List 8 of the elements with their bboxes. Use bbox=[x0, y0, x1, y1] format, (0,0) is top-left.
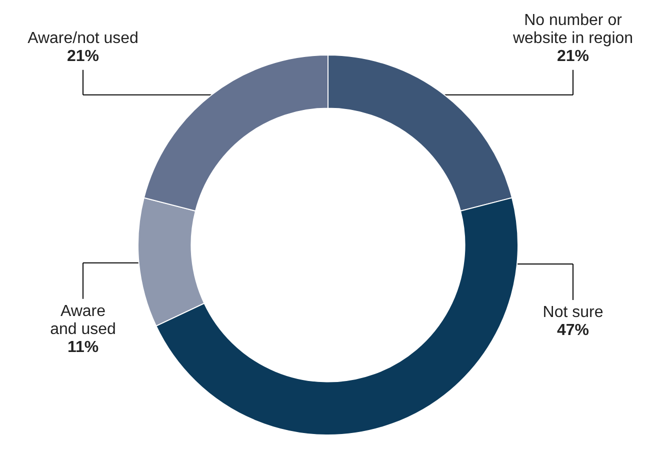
slice-label: Aware/not used bbox=[28, 30, 138, 47]
data-label: 47% bbox=[556, 322, 590, 339]
slice-label: No number or website in region bbox=[512, 12, 634, 47]
data-label: 21% bbox=[556, 48, 590, 65]
data-label: 11% bbox=[67, 338, 99, 356]
data-label: 21% bbox=[66, 48, 100, 65]
slice-label: Aware and used bbox=[50, 302, 116, 338]
slice-label: Not sure bbox=[542, 304, 604, 321]
